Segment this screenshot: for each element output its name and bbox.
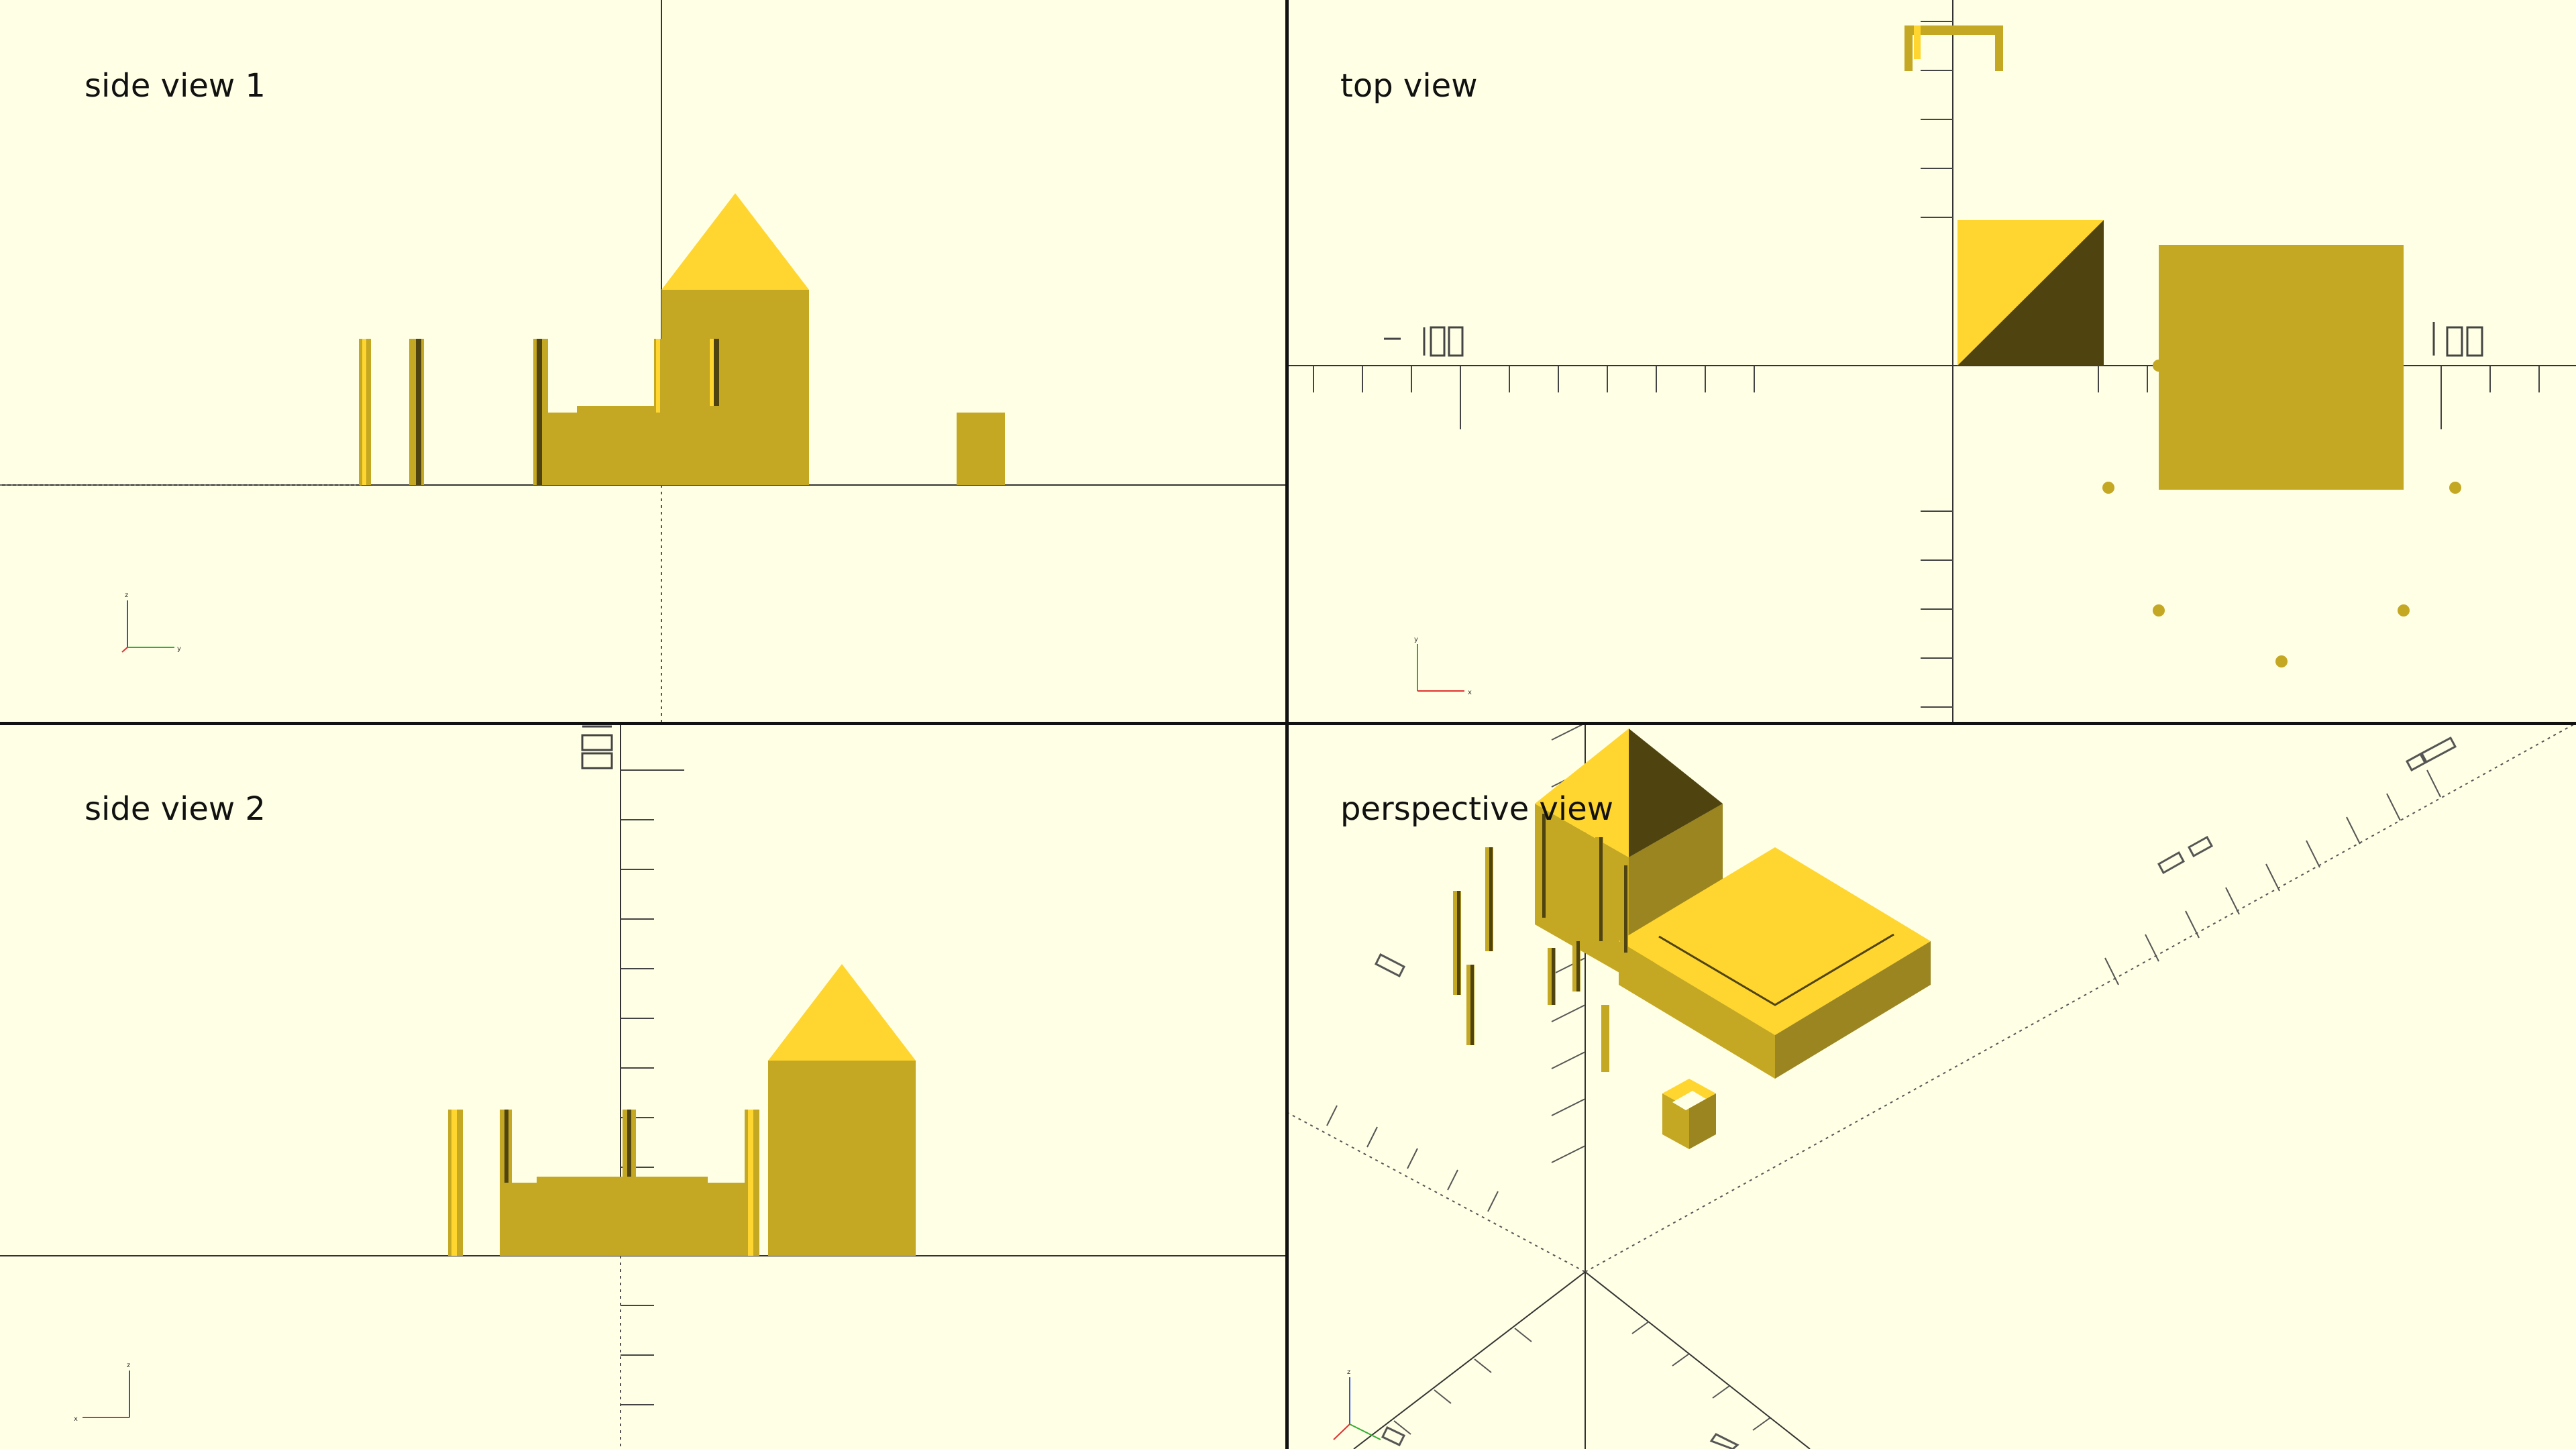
x-axis-negative [1287,1112,1586,1273]
tower-body [768,1061,916,1256]
y-axis-line [1585,723,2576,1273]
low-box [500,1183,745,1256]
tower-roof-dark [1957,220,2104,366]
tower-roof [768,964,916,1061]
bracket [1904,25,2003,71]
axis-ticks [1326,723,2441,1435]
top-view-label: top view [1340,67,1478,105]
svg-text:z: z [125,592,128,599]
z-axis-ticks [621,769,684,1405]
post-markers [2102,360,2461,667]
svg-text:y: y [177,645,181,653]
axis-numerals [1384,322,2483,357]
axis-numerals [581,725,613,769]
tower-side-left [1535,804,1629,978]
y-axis-ticks [1921,21,1953,708]
slab-front-right [1775,941,1931,1079]
tower-roof [661,193,809,290]
side-view-2-viewport[interactable]: z x side view 2 [0,723,1287,1449]
svg-text:z: z [1347,1368,1350,1376]
tower-roof-light [1535,729,1629,857]
top-view-canvas[interactable]: y x [1287,0,2576,723]
svg-text:z: z [127,1362,130,1369]
posts [1453,814,1628,1072]
side-view-1-label: side view 1 [85,67,266,105]
perspective-view-viewport[interactable]: z perspective view [1287,723,2576,1449]
axis-gizmo-icon: y x [1414,636,1472,696]
side-view-2-canvas[interactable]: z x [0,723,1287,1449]
bracket [1662,1079,1716,1149]
side-view-2-label: side view 2 [85,790,266,828]
svg-text:x: x [74,1415,78,1423]
y-axis-negative [1353,1271,1586,1449]
tower-roof-dark [1629,729,1723,857]
small-box [957,413,1005,485]
top-view-viewport[interactable]: y x top view [1287,0,2576,723]
svg-text:x: x [1468,689,1472,696]
side-view-1-canvas[interactable]: z y [0,0,1287,723]
axis-gizmo-icon: z y [121,592,181,653]
tower-body [661,290,809,485]
x-axis-line [1585,1271,1811,1449]
svg-text:y: y [1414,636,1418,643]
slab-front-left [1619,941,1775,1079]
main-box [2159,245,2404,490]
perspective-view-canvas[interactable]: z [1287,723,2576,1449]
viewport-divider-horizontal [0,722,2576,725]
perspective-view-label: perspective view [1340,790,1614,828]
low-box [545,413,663,485]
slab-top [1619,847,1931,1035]
axis-gizmo-icon: z x [74,1362,130,1423]
axis-gizmo-icon: z [1333,1368,1381,1440]
side-view-1-viewport[interactable]: z y side view 1 [0,0,1287,723]
